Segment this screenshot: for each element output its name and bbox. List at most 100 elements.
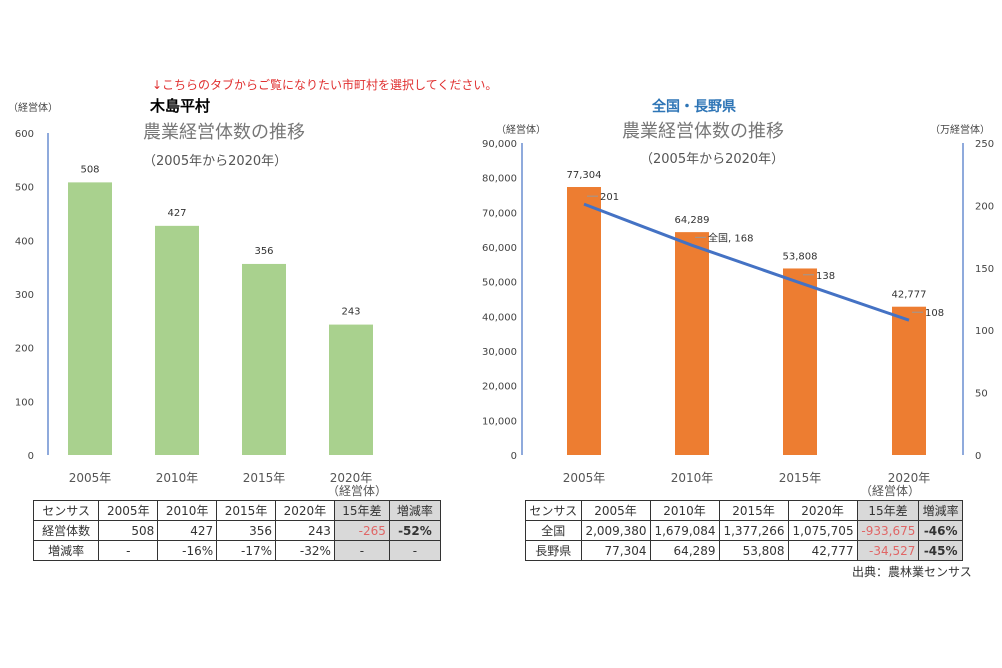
table-header-cell: 増減率 bbox=[918, 500, 963, 521]
right-bar-label: 77,304 bbox=[567, 170, 602, 181]
right-x-tick: 2010年 bbox=[671, 471, 714, 485]
table-cell: 全国 bbox=[525, 520, 582, 541]
table-cell: 経営体数 bbox=[32, 520, 100, 541]
left-bar bbox=[155, 225, 199, 455]
right-bar bbox=[892, 306, 926, 455]
table-cell: -34,527 bbox=[856, 540, 920, 561]
right-y2-unit: （万経営体） bbox=[930, 125, 990, 136]
right-bar bbox=[675, 232, 709, 455]
source-text: 出典：農林業センサス bbox=[852, 565, 972, 579]
table-header-cell: 2015年 bbox=[216, 500, 276, 521]
right-x-unit: （経営体） bbox=[860, 484, 921, 498]
left-y-tick: 300 bbox=[15, 290, 34, 301]
line-label: 108 bbox=[925, 308, 944, 319]
right-table: センサス 2005年 2010年 2015年 2020年 15年差 増減率 全国 2,009,3… bbox=[525, 500, 963, 561]
table-cell: 243 bbox=[275, 520, 335, 541]
table-cell: -265 bbox=[333, 520, 390, 541]
table-cell: 1,075,705 bbox=[787, 520, 858, 541]
right-y-tick: 70,000 bbox=[482, 208, 517, 219]
left-y-tick: 0 bbox=[28, 451, 34, 462]
table-header-cell: センサス bbox=[32, 500, 100, 521]
table-cell: -933,675 bbox=[856, 520, 920, 541]
table-cell: 増減率 bbox=[32, 540, 100, 561]
table-cell: 427 bbox=[157, 520, 218, 541]
right-y-tick: 10,000 bbox=[482, 416, 517, 427]
table-cell: -32% bbox=[275, 540, 335, 561]
table-cell: - bbox=[333, 540, 390, 561]
table-header-cell: 2010年 bbox=[157, 500, 218, 521]
table-row: 長野県 77,304 64,289 53,808 42,777 -34,527 -45% bbox=[525, 540, 963, 561]
right-bar-label: 53,808 bbox=[783, 251, 818, 262]
right-bar-label: 64,289 bbox=[675, 215, 710, 226]
left-bar bbox=[68, 182, 112, 455]
table-header-cell: 15年差 bbox=[333, 500, 390, 521]
table-row: 全国 2,009,380 1,679,084 1,377,266 1,075,705 -9… bbox=[525, 520, 963, 541]
table-cell: 77,304 bbox=[580, 540, 651, 561]
right-x-tick: 2005年 bbox=[563, 471, 606, 485]
left-bar-label: 356 bbox=[254, 246, 273, 257]
right-x-tick: 2020年 bbox=[888, 471, 931, 485]
right-y-unit: （経営体） bbox=[496, 125, 546, 136]
table-cell: 長野県 bbox=[525, 540, 582, 561]
left-y-tick: 200 bbox=[15, 344, 34, 355]
table-cell: 42,777 bbox=[787, 540, 858, 561]
right-y-tick: 0 bbox=[511, 451, 517, 462]
table-cell: -45% bbox=[918, 540, 963, 561]
left-chart-title: 農業経営体数の推移 bbox=[143, 122, 305, 143]
table-cell: 356 bbox=[216, 520, 276, 541]
left-bar-label: 243 bbox=[341, 307, 360, 318]
right-y-tick: 60,000 bbox=[482, 243, 517, 254]
right-chart-title: 農業経営体数の推移 bbox=[622, 121, 784, 142]
table-header-cell: 2020年 bbox=[787, 500, 858, 521]
table-cell: - bbox=[98, 540, 159, 561]
right-chart-name: 全国・長野県 bbox=[652, 99, 736, 115]
table-header-cell: 増減率 bbox=[388, 500, 442, 521]
right-bar-label: 42,777 bbox=[892, 290, 927, 301]
table-cell: 64,289 bbox=[649, 540, 720, 561]
left-bar-label: 508 bbox=[80, 164, 99, 175]
table-header-row: センサス 2005年 2010年 2015年 2020年 15年差 増減率 bbox=[525, 500, 963, 521]
table-cell: - bbox=[388, 540, 442, 561]
left-y-tick: 400 bbox=[15, 236, 34, 247]
table-cell: 508 bbox=[98, 520, 159, 541]
right-y2-tick: 0 bbox=[975, 451, 981, 462]
left-y-unit: （経営体） bbox=[8, 103, 58, 114]
left-chart-name: 木島平村 bbox=[150, 97, 211, 115]
left-chart-subtitle: （2005年から2020年） bbox=[143, 154, 288, 169]
table-header-row: センサス 2005年 2010年 2015年 2020年 15年差 増減率 bbox=[32, 500, 442, 521]
right-y-tick: 40,000 bbox=[482, 312, 517, 323]
table-header-cell: センサス bbox=[525, 500, 582, 521]
right-y2-tick: 250 bbox=[975, 139, 994, 150]
line-label: 201 bbox=[600, 192, 619, 203]
table-header-cell: 2020年 bbox=[275, 500, 335, 521]
table-header-cell: 2005年 bbox=[98, 500, 159, 521]
left-bar-label: 427 bbox=[167, 208, 186, 219]
left-x-tick: 2010年 bbox=[156, 471, 199, 485]
right-y2-tick: 50 bbox=[975, 389, 988, 400]
left-x-tick: 2005年 bbox=[69, 471, 112, 485]
right-bar bbox=[567, 187, 601, 455]
table-row: 増減率 - -16% -17% -32% - - bbox=[32, 540, 442, 561]
right-y2-tick: 100 bbox=[975, 326, 994, 337]
right-y-tick: 20,000 bbox=[482, 382, 517, 393]
left-x-unit: （経営体） bbox=[327, 484, 388, 498]
table-header-cell: 2010年 bbox=[649, 500, 720, 521]
right-y2-tick: 150 bbox=[975, 264, 994, 275]
right-x-tick: 2015年 bbox=[779, 471, 822, 485]
left-bar bbox=[329, 324, 373, 455]
right-bar bbox=[783, 268, 817, 455]
left-x-tick: 2015年 bbox=[243, 471, 286, 485]
left-y-tick: 600 bbox=[15, 129, 34, 140]
right-y-tick: 90,000 bbox=[482, 139, 517, 150]
table-row: 経営体数 508 427 356 243 -265 -52% bbox=[32, 520, 442, 541]
right-chart-subtitle: （2005年から2020年） bbox=[640, 152, 785, 167]
right-y2-tick: 200 bbox=[975, 201, 994, 212]
table-cell: 1,377,266 bbox=[718, 520, 789, 541]
table-header-cell: 2005年 bbox=[580, 500, 651, 521]
national-line bbox=[583, 202, 910, 322]
table-cell: -16% bbox=[157, 540, 218, 561]
left-bar bbox=[242, 263, 286, 455]
right-y-tick: 80,000 bbox=[482, 174, 517, 185]
